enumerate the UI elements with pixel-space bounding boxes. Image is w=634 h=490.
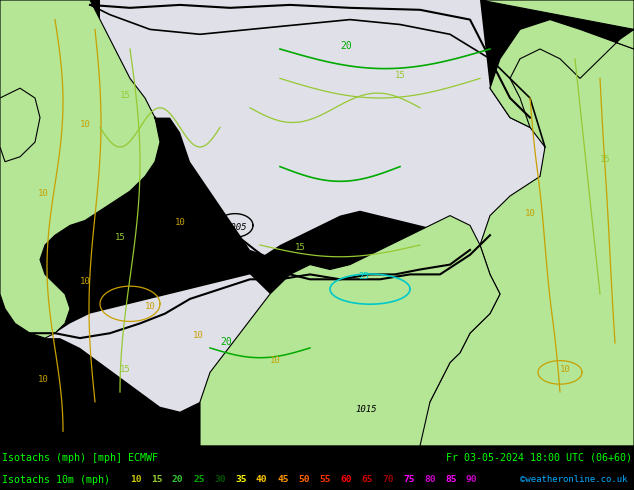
Text: 55: 55 — [319, 475, 330, 485]
Text: 20: 20 — [220, 337, 232, 347]
Text: 45: 45 — [277, 475, 288, 485]
Text: 10: 10 — [38, 189, 49, 198]
Text: 25: 25 — [193, 475, 205, 485]
Text: 30: 30 — [214, 475, 226, 485]
Text: 15: 15 — [120, 91, 131, 100]
Text: 70: 70 — [382, 475, 394, 485]
Text: Isotachs 10m (mph): Isotachs 10m (mph) — [2, 475, 110, 485]
Text: 15: 15 — [295, 243, 306, 252]
Text: 10: 10 — [38, 375, 49, 384]
Text: 60: 60 — [340, 475, 351, 485]
Text: 10: 10 — [193, 331, 204, 340]
Text: 50: 50 — [298, 475, 309, 485]
Text: ©weatheronline.co.uk: ©weatheronline.co.uk — [521, 475, 628, 485]
Text: 10: 10 — [270, 356, 281, 365]
Text: 15: 15 — [600, 155, 611, 164]
Text: 35: 35 — [235, 475, 247, 485]
Polygon shape — [0, 88, 40, 162]
Text: 10: 10 — [145, 302, 156, 311]
Text: 40: 40 — [256, 475, 268, 485]
Polygon shape — [0, 0, 160, 338]
Polygon shape — [30, 274, 270, 412]
Text: 20: 20 — [340, 41, 352, 51]
Text: 10: 10 — [175, 219, 186, 227]
Text: Isotachs (mph) [mph] ECMWF: Isotachs (mph) [mph] ECMWF — [2, 453, 158, 463]
Polygon shape — [200, 216, 500, 446]
Text: Fr 03-05-2024 18:00 UTC (06+60): Fr 03-05-2024 18:00 UTC (06+60) — [446, 453, 632, 463]
Text: 75: 75 — [403, 475, 415, 485]
Text: 65: 65 — [361, 475, 373, 485]
Text: 15: 15 — [115, 233, 126, 242]
Text: 25: 25 — [358, 272, 369, 281]
Text: 80: 80 — [424, 475, 436, 485]
Text: 1015: 1015 — [355, 405, 377, 414]
Text: 15: 15 — [395, 72, 406, 80]
Polygon shape — [330, 20, 634, 446]
Text: 20: 20 — [172, 475, 183, 485]
Text: 10: 10 — [80, 121, 91, 129]
Text: 90: 90 — [466, 475, 477, 485]
Text: 10: 10 — [130, 475, 141, 485]
Text: 15: 15 — [120, 366, 131, 374]
Polygon shape — [480, 0, 634, 127]
Text: 15: 15 — [151, 475, 162, 485]
Text: 1005: 1005 — [225, 223, 247, 232]
Text: 10: 10 — [80, 277, 91, 286]
Text: 10: 10 — [560, 366, 571, 374]
Text: 85: 85 — [445, 475, 456, 485]
Text: 10: 10 — [525, 209, 536, 218]
Polygon shape — [100, 0, 545, 255]
